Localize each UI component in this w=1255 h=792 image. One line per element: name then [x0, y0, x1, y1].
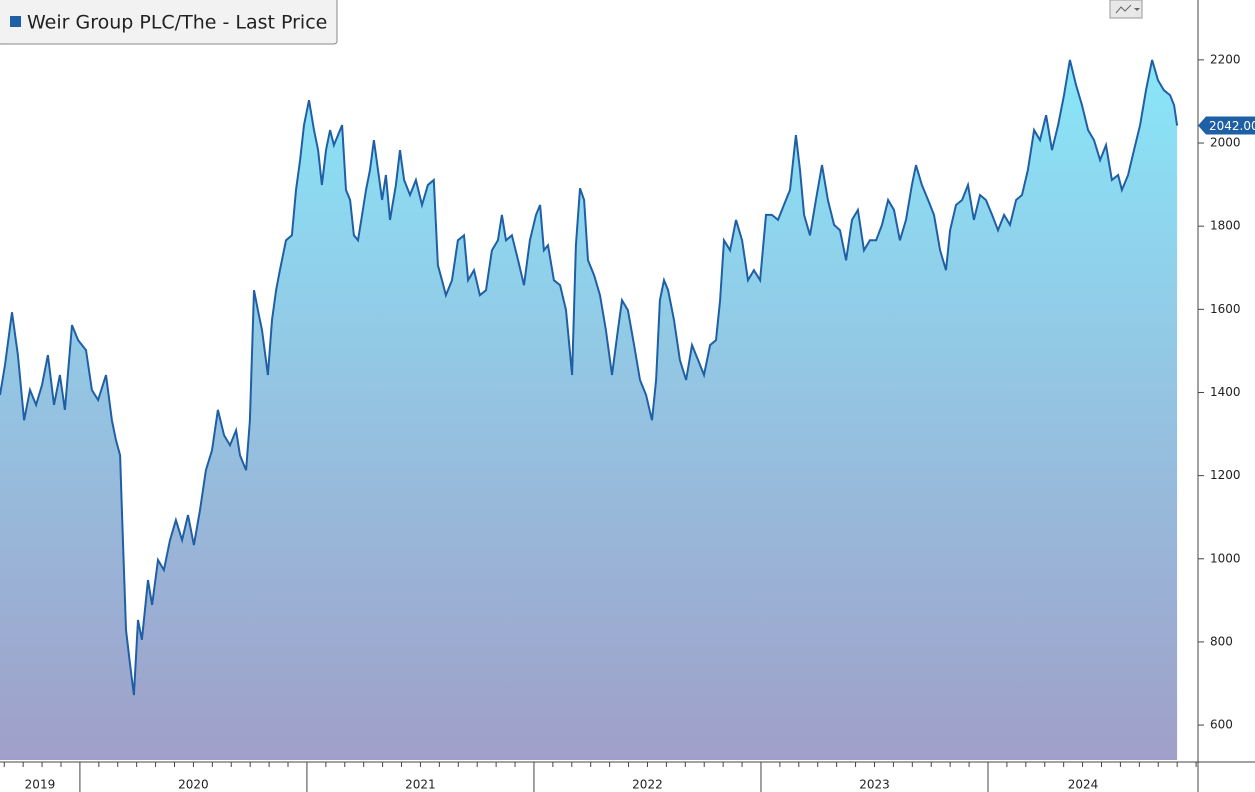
legend-label: Weir Group PLC/The - Last Price: [27, 12, 327, 34]
x-tick-label: 2022: [632, 778, 663, 792]
y-tick-label: 1600: [1210, 302, 1241, 316]
price-line: [0, 59, 1179, 696]
area-fill: [0, 59, 1178, 760]
last-value-tag: [1198, 116, 1255, 135]
chart-type-icon: [1115, 4, 1132, 14]
y-tick-label: 2000: [1210, 136, 1241, 150]
y-tick-label: 600: [1210, 718, 1233, 732]
y-tick-label: 2200: [1210, 52, 1241, 66]
dropdown-arrow: [1134, 8, 1140, 11]
x-tick-label: 2023: [859, 778, 890, 792]
y-tick-label: 1400: [1210, 385, 1241, 399]
y-tick-label: 1000: [1210, 551, 1241, 565]
x-tick-label: 2020: [178, 778, 209, 792]
y-tick-label: 1800: [1210, 219, 1241, 233]
y-tick-label: 800: [1210, 634, 1233, 648]
x-tick-label: 2021: [405, 778, 436, 792]
x-tick-label: 2024: [1068, 778, 1099, 792]
legend-swatch: [10, 16, 21, 27]
plot-area: [0, 59, 1179, 760]
legend-box: [0, 0, 338, 45]
x-tick-label: 2019: [25, 778, 56, 792]
y-tick-label: 1200: [1210, 468, 1241, 482]
last-value-label: 2042.00: [1209, 119, 1255, 133]
chart-type-button[interactable]: [1109, 0, 1143, 19]
